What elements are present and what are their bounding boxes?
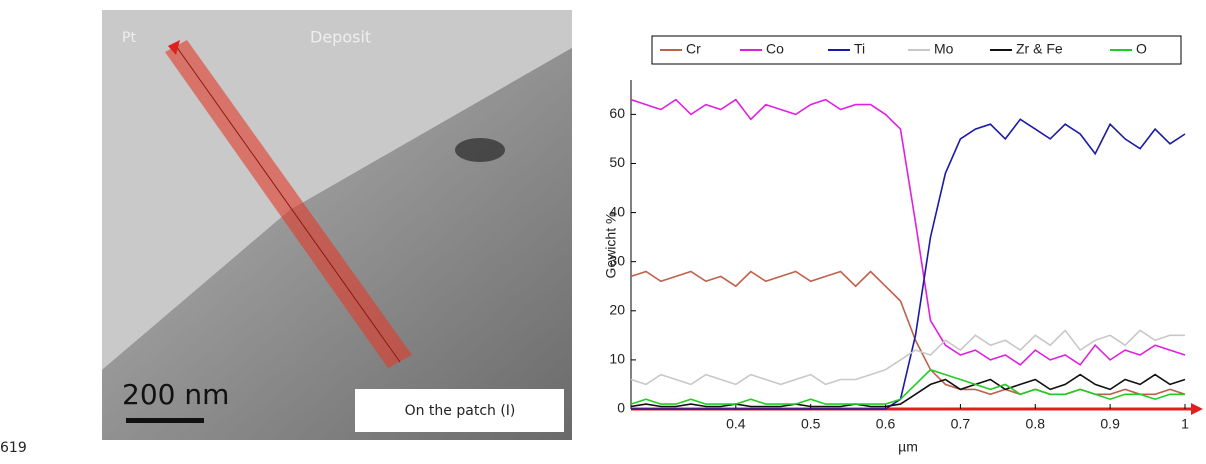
- x-tick-label: 0.7: [951, 416, 971, 432]
- legend-label: Ti: [854, 41, 865, 57]
- x-tick-label: 0.8: [1026, 416, 1046, 432]
- legend-label: Co: [766, 41, 784, 57]
- scale-bar-label: 200 nm: [122, 378, 229, 411]
- legend-label: Mo: [934, 41, 954, 57]
- tem-image: [102, 10, 572, 440]
- series-line: [631, 330, 1185, 384]
- y-tick-label: 20: [609, 301, 625, 317]
- x-tick-label: 1: [1181, 416, 1189, 432]
- series-line: [631, 272, 1185, 395]
- x-tick-label: 0.6: [876, 416, 896, 432]
- y-tick-label: 10: [609, 351, 625, 367]
- y-axis-label: Gewicht %: [603, 212, 619, 279]
- y-tick-label: 30: [609, 252, 625, 268]
- y-tick-label: 40: [609, 203, 625, 219]
- image-label: Deposit: [310, 28, 371, 47]
- x-tick-label: 0.9: [1100, 416, 1120, 432]
- legend-label: O: [1136, 41, 1147, 57]
- y-tick-label: 0: [617, 400, 625, 416]
- x-tick-label: 0.5: [801, 416, 821, 432]
- y-tick-label: 60: [609, 105, 625, 121]
- legend-label: Zr & Fe: [1016, 41, 1063, 57]
- image-caption: On the patch (I): [405, 403, 516, 419]
- x-tick-label: 0.4: [726, 416, 746, 432]
- y-tick-label: 50: [609, 154, 625, 170]
- legend-label: Cr: [686, 41, 701, 57]
- image-label: Pt: [122, 30, 136, 46]
- x-axis-label: µm: [898, 439, 918, 455]
- page-number: 619: [0, 440, 27, 456]
- x-axis-arrow: [1191, 403, 1203, 415]
- figure: 619 Pt Deposit 200 nm On the patch (I) G…: [0, 0, 1206, 459]
- series-line: [631, 375, 1185, 407]
- series-line: [631, 119, 1185, 409]
